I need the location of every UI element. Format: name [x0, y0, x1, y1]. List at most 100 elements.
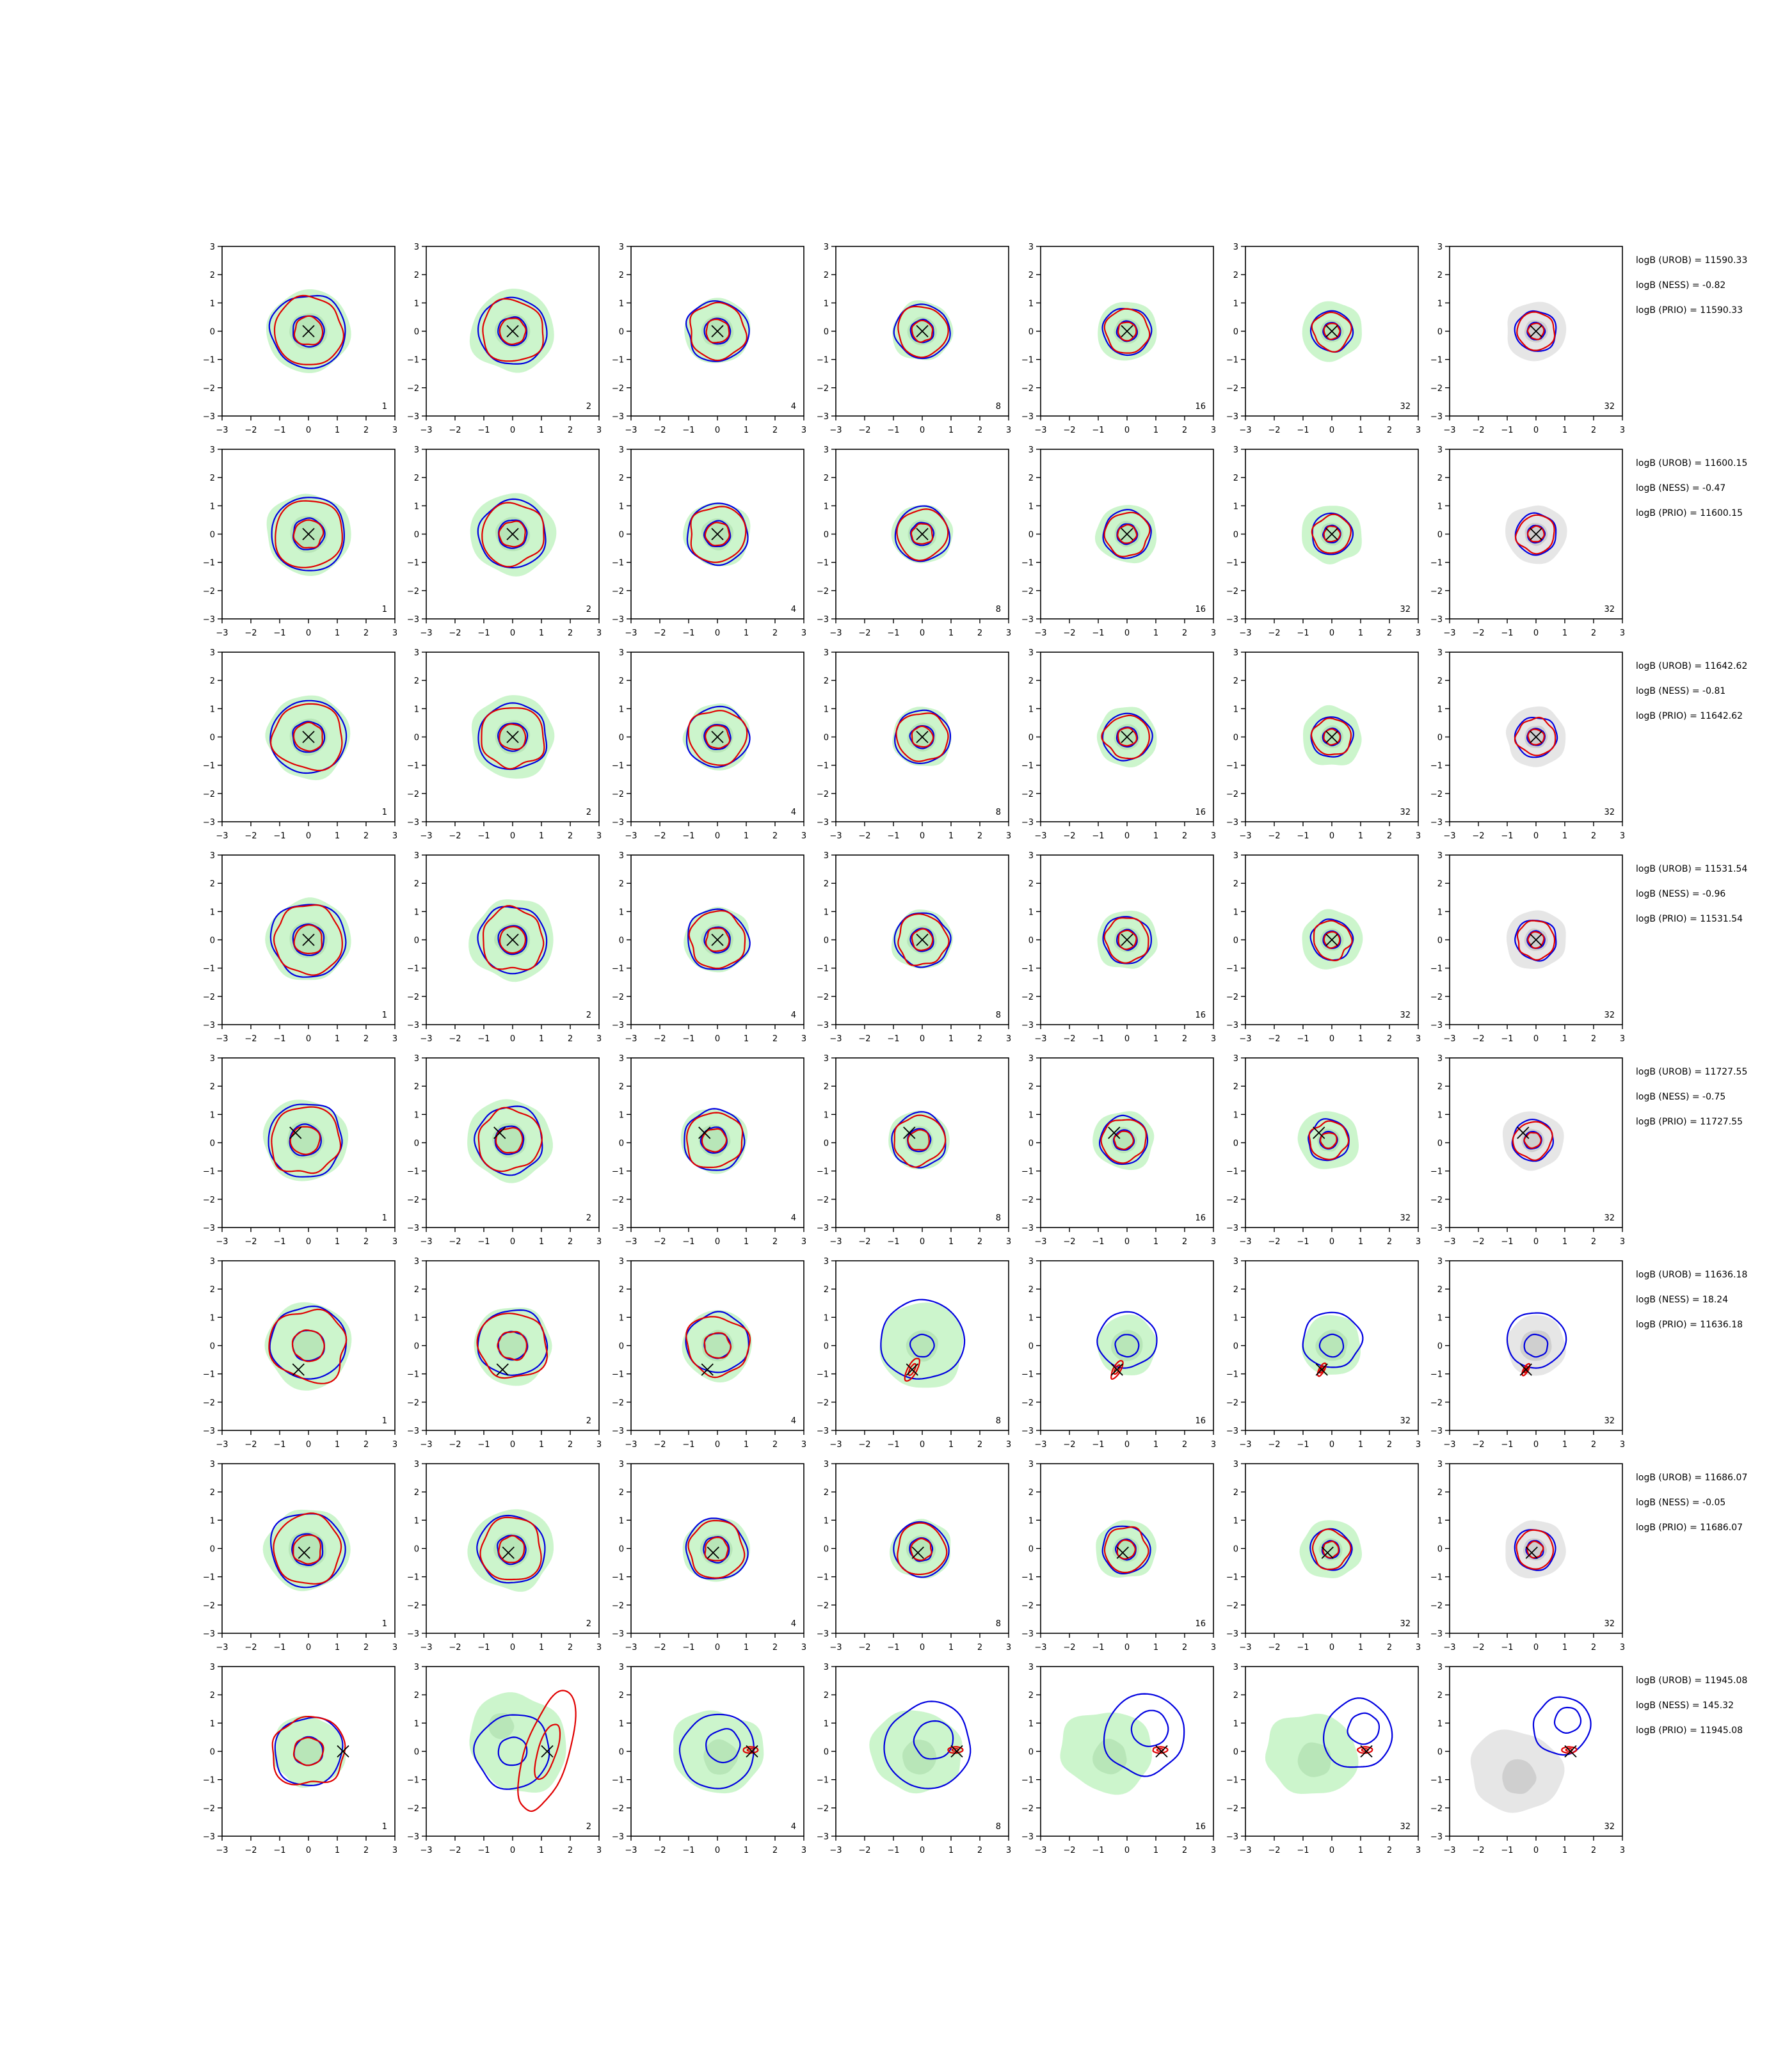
x-tick-label: 0	[510, 1846, 515, 1855]
y-tick-label: 1	[619, 1313, 624, 1323]
y-tick-label: 0	[1028, 936, 1034, 946]
y-tick-label: 0	[1437, 733, 1443, 743]
true-value-marker	[506, 527, 519, 541]
y-tick-label: −2	[612, 1196, 624, 1205]
panel-r1-c5: −3−3 −2 −2 −1 −1 0 0 1 1 2 2 3 3 16	[1021, 243, 1216, 435]
x-tick-label: 1	[1358, 831, 1363, 841]
y-tick-label: −3	[1226, 1832, 1238, 1842]
y-tick-label: −1	[1226, 559, 1238, 568]
x-tick-label: −2	[1472, 1643, 1484, 1652]
y-tick-label: 3	[619, 1460, 624, 1469]
contour-red	[893, 1114, 947, 1168]
y-tick-label: −2	[817, 1196, 829, 1205]
y-tick-label: 2	[1233, 879, 1238, 889]
true-value-marker	[950, 1745, 963, 1758]
y-tick-label: 2	[414, 474, 419, 483]
x-tick-label: −1	[1501, 628, 1513, 638]
y-tick-label: 2	[824, 474, 829, 483]
y-tick-label: 1	[619, 502, 624, 511]
contour-blue	[271, 497, 345, 572]
y-tick-label: 1	[824, 1719, 829, 1729]
true-value-marker	[1360, 1745, 1373, 1758]
x-tick-label: 3	[1211, 831, 1216, 841]
y-tick-label: 0	[414, 531, 419, 540]
x-tick-label: 2	[1182, 628, 1187, 638]
contour-red	[704, 522, 730, 547]
density-fill	[701, 1329, 734, 1362]
y-tick-label: 1	[414, 299, 419, 308]
y-tick-label: −3	[407, 818, 419, 828]
logb-stat-2: logB (NESS) = -0.05	[1636, 1498, 1725, 1508]
contour-red	[1323, 931, 1341, 949]
panel-label: 1	[382, 1619, 387, 1629]
x-tick-label: 0	[920, 628, 925, 638]
panel-r3-c6: −3−3 −2 −2 −1 −1 0 0 1 1 2 2 3 3 32	[1226, 648, 1421, 841]
x-tick-label: 0	[510, 1034, 515, 1044]
x-tick-label: 0	[715, 1237, 720, 1247]
logb-stat-3: logB (PRIO) = 11600.15	[1636, 508, 1743, 518]
x-tick-label: 2	[364, 1440, 369, 1450]
panel-r8-c6: −3−3 −2 −2 −1 −1 0 0 1 1 2 2 3 3 32	[1226, 1663, 1421, 1855]
y-tick-label: −2	[1430, 1196, 1443, 1205]
y-tick-label: 3	[1028, 1663, 1034, 1672]
panel-label: 8	[996, 1619, 1001, 1629]
panel-r2-c4: −3−3 −2 −2 −1 −1 0 0 1 1 2 2 3 3 8	[817, 445, 1011, 638]
true-value-marker	[701, 1363, 714, 1376]
x-tick-label: −2	[1063, 1846, 1075, 1855]
contour-blue	[703, 520, 732, 547]
x-tick-label: −1	[1092, 1440, 1104, 1450]
y-tick-label: 1	[1233, 1516, 1238, 1526]
y-tick-label: 0	[1028, 1342, 1034, 1352]
x-tick-label: 2	[977, 628, 982, 638]
x-tick-label: −3	[420, 1846, 432, 1855]
x-tick-label: −1	[1297, 1846, 1309, 1855]
y-tick-label: 1	[1233, 502, 1238, 511]
contour-blue	[700, 1126, 728, 1154]
y-tick-label: −1	[1226, 762, 1238, 771]
x-tick-label: 1	[744, 1846, 749, 1855]
y-tick-label: −3	[1430, 1021, 1443, 1030]
x-tick-label: 0	[306, 1643, 311, 1652]
contour-red	[1103, 511, 1151, 557]
x-tick-label: −3	[1034, 426, 1046, 435]
y-tick-label: 1	[210, 502, 215, 511]
panel-r6-c6: −3−3 −2 −2 −1 −1 0 0 1 1 2 2 3 3 32	[1226, 1257, 1421, 1450]
x-tick-label: −1	[477, 1440, 490, 1450]
y-tick-label: 1	[619, 908, 624, 917]
y-tick-label: 1	[1233, 908, 1238, 917]
y-tick-label: 2	[210, 879, 215, 889]
y-tick-label: −3	[203, 1629, 215, 1639]
y-tick-label: −3	[407, 1021, 419, 1030]
y-tick-label: 1	[414, 1110, 419, 1120]
x-tick-label: −3	[829, 1237, 842, 1247]
x-tick-label: 2	[977, 1643, 982, 1652]
contour-red	[1113, 1130, 1134, 1150]
y-tick-label: 3	[414, 1054, 419, 1064]
x-tick-label: −3	[1443, 1643, 1455, 1652]
contour-red	[1313, 920, 1353, 962]
x-tick-label: 3	[392, 426, 397, 435]
y-tick-label: −2	[612, 587, 624, 596]
contour-red	[517, 1690, 577, 1812]
x-tick-label: −3	[1239, 1237, 1251, 1247]
contour-red	[705, 724, 731, 749]
contour-red	[897, 1522, 948, 1576]
x-tick-label: 1	[1562, 831, 1567, 841]
y-tick-label: 3	[1028, 243, 1034, 252]
x-tick-label: −2	[858, 1034, 870, 1044]
true-value-marker	[711, 730, 724, 744]
x-tick-label: −3	[1034, 831, 1046, 841]
y-tick-label: 1	[1028, 908, 1034, 917]
x-tick-label: 3	[1620, 831, 1625, 841]
y-tick-label: −1	[1430, 356, 1443, 365]
y-tick-label: −3	[612, 818, 624, 828]
y-tick-label: −2	[203, 587, 215, 596]
y-tick-label: −3	[203, 1832, 215, 1842]
y-tick-label: 3	[1028, 851, 1034, 861]
contour-red	[690, 506, 747, 563]
y-tick-label: 0	[824, 1342, 829, 1352]
panel-label: 32	[1400, 1011, 1411, 1020]
true-value-marker	[1525, 1546, 1538, 1559]
y-tick-label: −3	[1430, 1832, 1443, 1842]
y-tick-label: 3	[824, 1663, 829, 1672]
